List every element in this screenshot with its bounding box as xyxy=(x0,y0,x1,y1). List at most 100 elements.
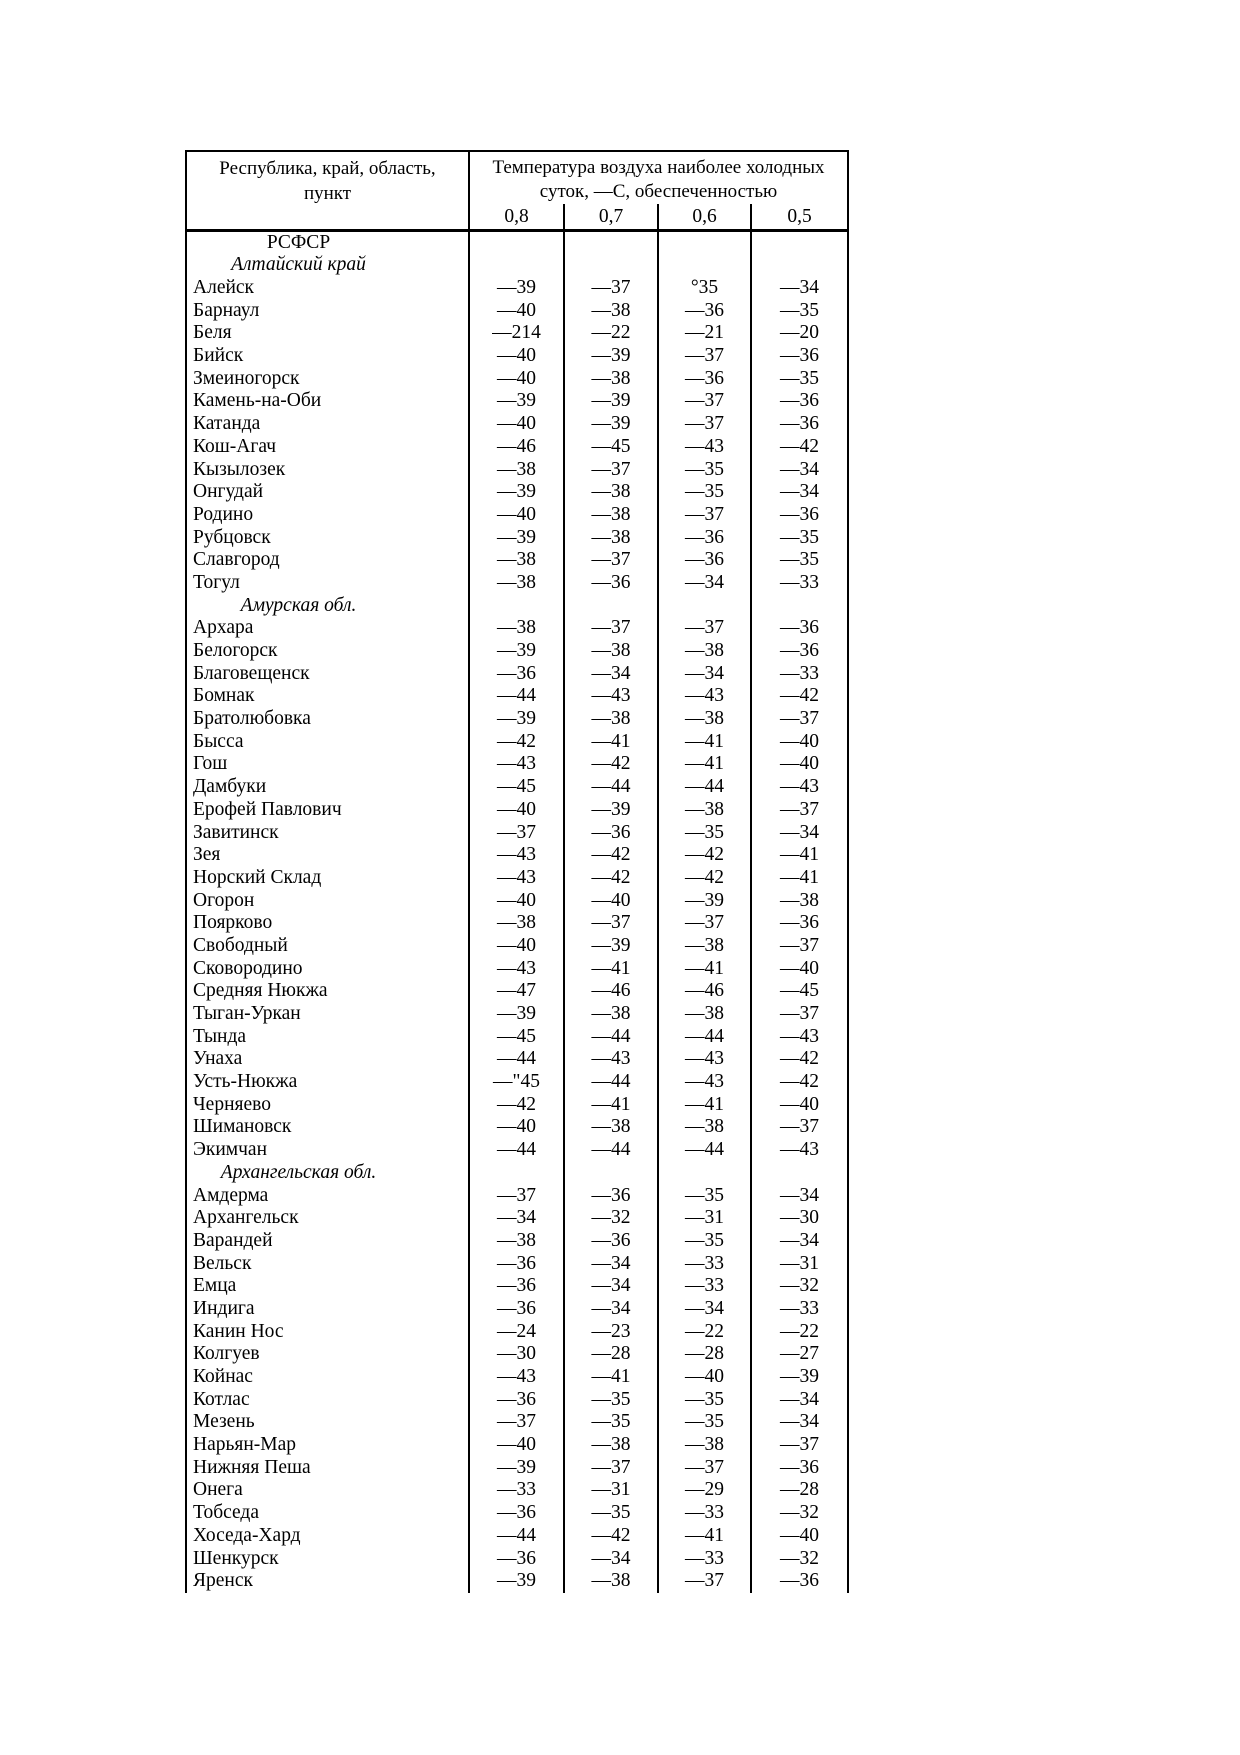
temp-cell-0-7: —35 xyxy=(563,1411,658,1434)
temp-cell-0-5: —36 xyxy=(749,1456,849,1480)
temp-cell-0-5: —45 xyxy=(749,980,849,1003)
table-row-city: Архангельск —34 —32 —31 —30 xyxy=(186,1206,849,1230)
temp-cell-0-6: —38 xyxy=(657,798,751,822)
location-cell: Зея xyxy=(186,843,470,867)
location-cell: Котлас xyxy=(186,1388,470,1412)
temp-cell-0-5: —34 xyxy=(749,1388,849,1412)
temp-cell-0-7 xyxy=(563,1161,658,1185)
temp-cell-0-8: —43 xyxy=(497,844,536,866)
table-row-city: Яренск —39 —38 —37 —36 xyxy=(186,1569,849,1593)
table-row-city: Шимановск —40 —38 —38 —37 xyxy=(186,1116,849,1139)
temp-cell-0-6: °35 xyxy=(657,276,751,300)
temp-cell-0-8: —38 xyxy=(497,1229,536,1251)
temp-cell-0-5: —36 xyxy=(749,617,849,640)
table-row-city: Гош —43 —42 —41 —40 xyxy=(186,753,849,776)
location-cell: Огорон xyxy=(186,889,470,912)
temp-cell-0-7: —38 xyxy=(563,1433,658,1457)
temp-cell-0-5: —36 xyxy=(749,911,849,935)
temp-cell-0-8: —40 xyxy=(497,503,536,525)
table-row-city: Норский Склад —43 —42 —42 —41 xyxy=(186,866,849,890)
temp-cell-0-5: —37 xyxy=(749,1116,849,1139)
temp-cell-0-7: —43 xyxy=(563,1048,658,1071)
table-row-city: Тында —45 —44 —44 —43 xyxy=(186,1025,849,1049)
temp-cell-0-5: —37 xyxy=(749,1002,849,1026)
table-row-city: Кызылозек —38 —37 —35 —34 xyxy=(186,458,849,481)
temp-cell-0-5: —33 xyxy=(749,1297,849,1321)
temp-cell-0-7: —22 xyxy=(563,322,658,345)
temp-cell-0-7: —44 xyxy=(563,1025,658,1049)
temp-cell-0-8: —40 xyxy=(497,413,536,435)
table-row-city: Кош-Агач —46 —45 —43 —42 xyxy=(186,435,849,459)
temp-cell-0-6: —37 xyxy=(657,1456,751,1480)
table-row-city: Завитинск —37 —36 —35 —34 xyxy=(186,821,849,844)
location-cell: Кош-Агач xyxy=(186,435,470,459)
location-cell: Архангельская обл. xyxy=(186,1161,470,1185)
column-header-location-line1: Республика, край, область, xyxy=(219,158,436,179)
table-row-city: Дамбуки —45 —44 —44 —43 xyxy=(186,775,849,799)
temp-cell-0-5: —40 xyxy=(749,1093,849,1117)
temp-cell-0-6: —37 xyxy=(657,503,751,527)
temp-cell-0-6: —38 xyxy=(657,1002,751,1026)
temp-cell-0-6: —38 xyxy=(657,707,751,731)
temp-cell-0-8: —42 xyxy=(497,730,536,752)
location-cell: Ерофей Павлович xyxy=(186,798,470,822)
temp-cell-0-5: —42 xyxy=(749,685,849,708)
table-row-section-region: Амурская обл. xyxy=(186,594,849,617)
temp-cell-0-7: —23 xyxy=(563,1320,658,1343)
temp-cell-0-6: —39 xyxy=(657,889,751,912)
temp-cell-0-7: —36 xyxy=(563,571,658,595)
temp-cell-0-5: —33 xyxy=(749,662,849,686)
temp-cell-0-6: —40 xyxy=(657,1365,751,1389)
temp-cell-0-6: —37 xyxy=(657,617,751,640)
temp-cell-0-7: —37 xyxy=(563,1456,658,1480)
table-row-city: Благовещенск —36 —34 —34 —33 xyxy=(186,662,849,686)
temp-cell-0-6: —33 xyxy=(657,1252,751,1275)
temp-cell-0-6: —38 xyxy=(657,1433,751,1457)
location-cell: Гош xyxy=(186,753,470,776)
location-cell: Родино xyxy=(186,503,470,527)
temp-cell-0-7: —38 xyxy=(563,1116,658,1139)
temp-cell-0-6: —33 xyxy=(657,1501,751,1525)
temp-cell-0-7: —42 xyxy=(563,1524,658,1548)
temp-cell-0-5 xyxy=(749,1161,849,1185)
temp-cell-0-6: —43 xyxy=(657,685,751,708)
location-cell: Норский Склад xyxy=(186,866,470,890)
temp-cell-0-5: —32 xyxy=(749,1501,849,1525)
temp-cell-0-7: —44 xyxy=(563,1070,658,1094)
table-row-city: Шенкурск —36 —34 —33 —32 xyxy=(186,1547,849,1570)
temp-cell-0-8: —214 xyxy=(492,322,541,344)
table-row-city: Бысса —42 —41 —41 —40 xyxy=(186,730,849,754)
temp-cell-0-5: —35 xyxy=(749,299,849,323)
location-cell: Вельск xyxy=(186,1252,470,1275)
temp-cell-0-6: —46 xyxy=(657,980,751,1003)
temp-cell-0-5: —28 xyxy=(749,1479,849,1502)
temp-cell-0-8: —36 xyxy=(497,1297,536,1319)
temp-cell-0-6: —44 xyxy=(657,1138,751,1162)
table-row-city: Свободный —40 —39 —38 —37 xyxy=(186,934,849,958)
table-row-city: Койнас —43 —41 —40 —39 xyxy=(186,1365,849,1389)
temp-cell-0-7: —34 xyxy=(563,662,658,686)
temp-cell-0-8: —38 xyxy=(497,458,536,480)
temp-cell-0-5: —22 xyxy=(749,1320,849,1343)
temp-cell-0-8 xyxy=(469,594,564,617)
table-row-city: Архара —38 —37 —37 —36 xyxy=(186,617,849,640)
temp-cell-0-8: —39 xyxy=(497,526,536,548)
location-cell: Тобседа xyxy=(186,1501,470,1525)
table-row-city: Унаха —44 —43 —43 —42 xyxy=(186,1048,849,1071)
location-cell: Средняя Нюкжа xyxy=(186,980,470,1003)
temp-cell-0-8: —38 xyxy=(497,549,536,571)
temp-cell-0-7: —38 xyxy=(563,503,658,527)
table-row-city: Белогорск —39 —38 —38 —36 xyxy=(186,639,849,663)
table-row-section-region: Архангельская обл. xyxy=(186,1161,849,1185)
temp-cell-0-8: —39 xyxy=(497,1570,536,1592)
table-row-city: Огорон —40 —40 —39 —38 xyxy=(186,889,849,912)
table-row-city: Черняево —42 —41 —41 —40 xyxy=(186,1093,849,1117)
temp-cell-0-6: —38 xyxy=(657,1116,751,1139)
temp-cell-0-6: —43 xyxy=(657,1070,751,1094)
location-cell: Нарьян-Мар xyxy=(186,1433,470,1457)
temperature-table: Республика, край, область, пункт Темпера… xyxy=(185,150,850,1593)
temp-cell-0-5: —43 xyxy=(749,1138,849,1162)
temp-cell-0-8: —44 xyxy=(497,1139,536,1161)
temp-cell-0-8 xyxy=(469,231,564,255)
location-cell: РСФСР xyxy=(186,230,470,254)
